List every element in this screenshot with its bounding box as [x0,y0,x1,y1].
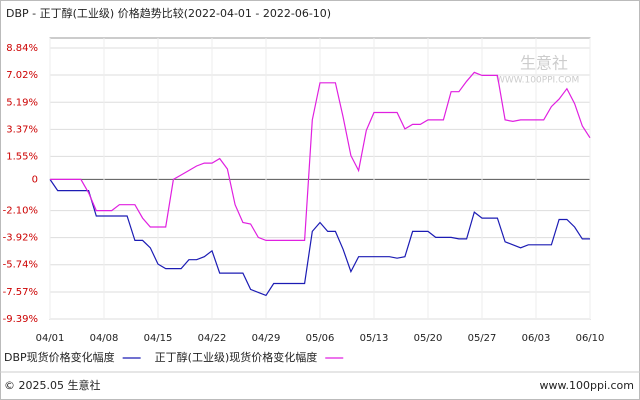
y-tick-label: -3.92% [3,233,38,244]
watermark-brand: 生意社 [520,54,568,73]
footer-site: www.100ppi.com [540,379,634,392]
y-tick-label: 0 [32,174,38,185]
footer-copyright: © 2025.05 生意社 [4,378,100,392]
series-line [50,71,591,241]
legend-label: 正丁醇(工业级)现货价格变化幅度 [155,350,318,364]
x-tick-label: 06/10 [576,333,605,344]
y-tick-label: 7.02% [6,70,38,81]
x-tick-label: 04/22 [198,333,227,344]
y-tick-label: -9.39% [3,314,38,325]
x-tick-label: 05/13 [360,333,389,344]
y-tick-label: 3.37% [6,124,38,135]
legend-label: DBP现货价格变化幅度 [4,350,115,364]
y-tick-label: -5.74% [3,260,38,271]
x-tick-label: 04/08 [90,333,119,344]
y-tick-label: -2.10% [3,206,38,217]
y-tick-label: -7.57% [3,287,38,298]
x-tick-label: 04/01 [36,333,65,344]
watermark-url: WWW.100PPI.COM [496,76,579,86]
x-tick-label: 05/06 [306,333,335,344]
x-tick-label: 04/15 [144,333,173,344]
x-tick-label: 06/03 [522,333,551,344]
y-tick-label: 5.19% [6,97,38,108]
series-line [49,179,590,297]
x-tick-label: 05/27 [468,333,497,344]
x-tick-label: 04/29 [252,333,281,344]
y-tick-label: 8.84% [6,43,38,54]
x-tick-label: 05/20 [414,333,443,344]
y-tick-label: 1.55% [6,151,38,162]
chart-title: DBP - 正丁醇(工业级) 价格趋势比较(2022-04-01 - 2022-… [6,6,331,20]
